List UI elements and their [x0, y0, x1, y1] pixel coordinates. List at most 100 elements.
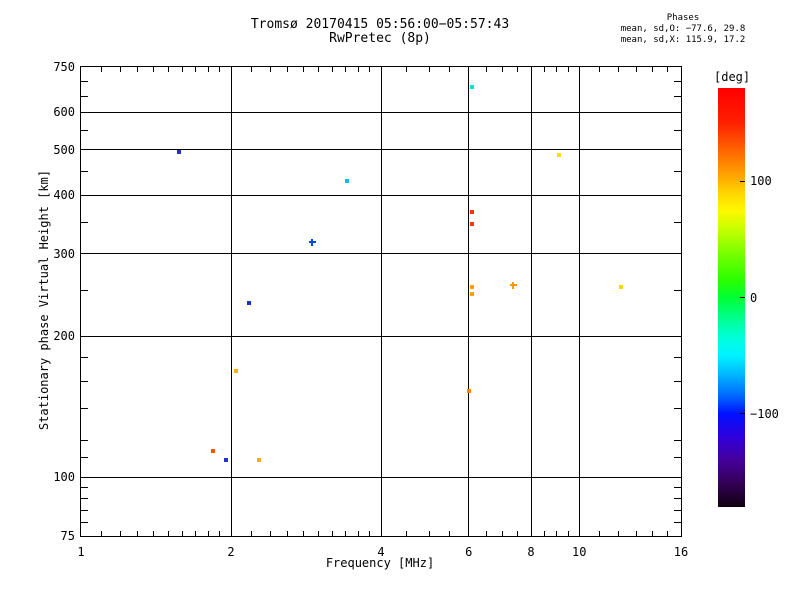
x-gridline: [468, 67, 470, 536]
x-minor-tick: [555, 67, 557, 72]
x-axis-title: Frequency [MHz]: [325, 556, 435, 570]
x-minor-tick: [516, 531, 518, 536]
x-gridline: [230, 67, 232, 536]
x-minor-tick: [345, 531, 347, 536]
plot-area: 1 2 4 6 8 10 16 750 600 500 400 300 200 100 75: [53, 60, 688, 559]
x-minor-tick: [207, 67, 209, 72]
y-minor-tick: [81, 290, 88, 292]
x-minor-tick: [153, 531, 155, 536]
x-minor-tick: [101, 67, 103, 72]
x-tick-label: 4: [377, 545, 385, 559]
x-minor-tick: [635, 67, 637, 72]
x-minor-tick: [119, 531, 121, 536]
x-minor-tick: [599, 531, 601, 536]
x-minor-tick: [182, 531, 184, 536]
y-gridline: [81, 335, 681, 337]
x-minor-tick: [599, 67, 601, 72]
phase-stats-heading: Phases: [666, 13, 700, 23]
x-tick-label: 2: [227, 545, 235, 559]
x-minor-tick: [428, 531, 430, 536]
y-minor-tick: [81, 95, 88, 97]
x-minor-tick: [332, 531, 334, 536]
phase-stats-o-mode: mean, sd,O: −77.6, 29.8: [620, 24, 746, 34]
x-minor-tick: [269, 67, 271, 72]
x-minor-tick: [287, 531, 289, 536]
colorbar-tick-label: −100: [750, 406, 779, 421]
y-minor-tick: [81, 408, 88, 410]
data-point: [470, 292, 475, 297]
y-tick-label: 300: [53, 246, 75, 261]
y-gridline: [81, 111, 681, 113]
y-minor-tick: [81, 487, 88, 489]
colorbar: 100 0 −100: [718, 88, 779, 507]
y-tick-label: 500: [53, 142, 75, 157]
x-minor-tick: [635, 531, 637, 536]
data-point-plus: [511, 282, 514, 290]
y-minor-tick: [81, 522, 88, 524]
y-minor-tick: [674, 95, 681, 97]
colorbar-tick: [740, 297, 745, 298]
data-point: [618, 284, 623, 289]
x-minor-tick: [567, 67, 569, 72]
y-minor-tick: [674, 357, 681, 359]
x-minor-tick: [195, 531, 197, 536]
data-point: [470, 221, 475, 226]
y-minor-tick: [674, 408, 681, 410]
x-minor-tick: [357, 531, 359, 536]
y-gridline: [81, 476, 681, 478]
x-minor-tick: [251, 531, 253, 536]
y-minor-tick: [674, 498, 681, 500]
y-minor-tick: [81, 439, 88, 441]
x-minor-tick: [651, 531, 653, 536]
y-minor-tick: [81, 357, 88, 359]
x-minor-tick: [153, 67, 155, 72]
x-gridline: [578, 67, 580, 536]
x-minor-tick: [369, 531, 371, 536]
x-minor-tick: [137, 67, 139, 72]
x-minor-tick: [567, 531, 569, 536]
y-tick-label: 400: [53, 188, 75, 203]
x-minor-tick: [287, 67, 289, 72]
x-tick-label: 1: [77, 545, 85, 559]
x-minor-tick: [101, 531, 103, 536]
data-point: [470, 210, 475, 215]
x-minor-tick: [543, 531, 545, 536]
x-minor-tick: [357, 67, 359, 72]
x-minor-tick: [501, 67, 503, 72]
x-minor-tick: [345, 67, 347, 72]
colorbar-tick: [740, 413, 745, 415]
y-gridline: [81, 253, 681, 255]
data-point: [470, 84, 475, 89]
x-minor-tick: [651, 67, 653, 72]
colorbar-tick-label: 0: [750, 290, 758, 305]
y-minor-tick: [674, 381, 681, 383]
x-minor-tick: [318, 67, 320, 72]
x-gridline: [530, 67, 532, 536]
x-tick-label: 10: [572, 545, 587, 559]
x-minor-tick: [119, 67, 121, 72]
y-minor-tick: [81, 80, 88, 82]
y-tick-label: 200: [53, 329, 75, 344]
x-minor-tick: [137, 531, 139, 536]
y-tick-label: 750: [53, 60, 75, 74]
x-minor-tick: [219, 67, 221, 72]
x-minor-tick: [405, 67, 407, 72]
y-tick-label: 600: [53, 105, 75, 120]
y-minor-tick: [674, 487, 681, 489]
x-minor-tick: [219, 531, 221, 536]
x-tick-label: 6: [465, 545, 473, 559]
x-minor-tick: [182, 67, 184, 72]
x-minor-tick: [428, 67, 430, 72]
plot-subtitle: RwPretec (8p): [329, 31, 431, 46]
x-minor-tick: [555, 531, 557, 536]
y-minor-tick: [81, 129, 88, 131]
y-minor-tick: [674, 129, 681, 131]
colorbar-tick: [740, 180, 745, 182]
y-tick-label: 75: [60, 529, 75, 543]
data-point: [470, 284, 475, 289]
y-gridline: [81, 194, 681, 196]
x-minor-tick: [501, 531, 503, 536]
y-minor-tick: [81, 381, 88, 383]
x-minor-tick: [303, 67, 305, 72]
